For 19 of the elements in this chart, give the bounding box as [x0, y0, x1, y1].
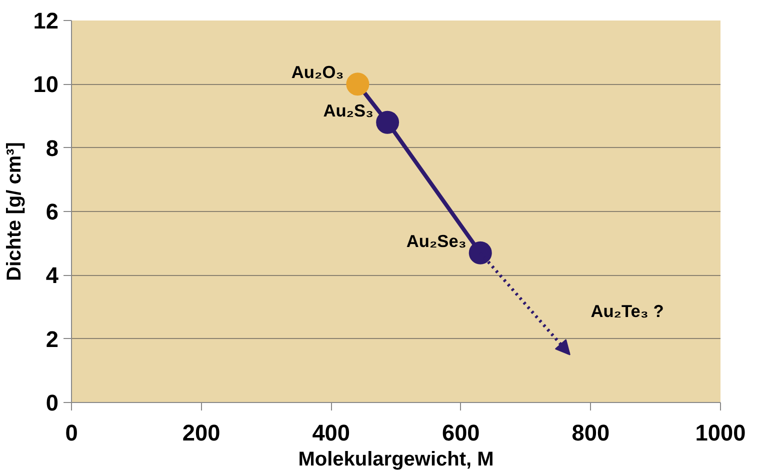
y-tick-label: 6 — [46, 198, 59, 224]
x-axis-title: Molekulargewicht, M — [298, 448, 494, 470]
y-tick-label: 8 — [46, 134, 59, 161]
annotation: Au₂Te₃ ? — [590, 300, 664, 321]
y-tick-label: 4 — [46, 262, 59, 288]
x-tick-label: 600 — [442, 420, 480, 446]
annotation: Au₂Se₃ — [406, 230, 466, 251]
y-axis-title: Dichte [g/ cm³] — [3, 142, 26, 281]
x-tick-label: 200 — [182, 420, 220, 446]
y-tick-label: 10 — [33, 71, 58, 98]
annotation: Au₂S₃ — [323, 100, 374, 120]
y-tick-label: 2 — [46, 326, 59, 352]
y-tick-label: 12 — [33, 8, 58, 34]
annotation: Au₂O₃ — [291, 62, 344, 82]
x-tick-label: 400 — [312, 420, 350, 446]
x-tick-label: 0 — [65, 420, 78, 446]
x-tick-label: 800 — [572, 420, 610, 446]
x-tick-label: 1000 — [695, 420, 746, 446]
y-tick-label: 0 — [46, 390, 59, 416]
